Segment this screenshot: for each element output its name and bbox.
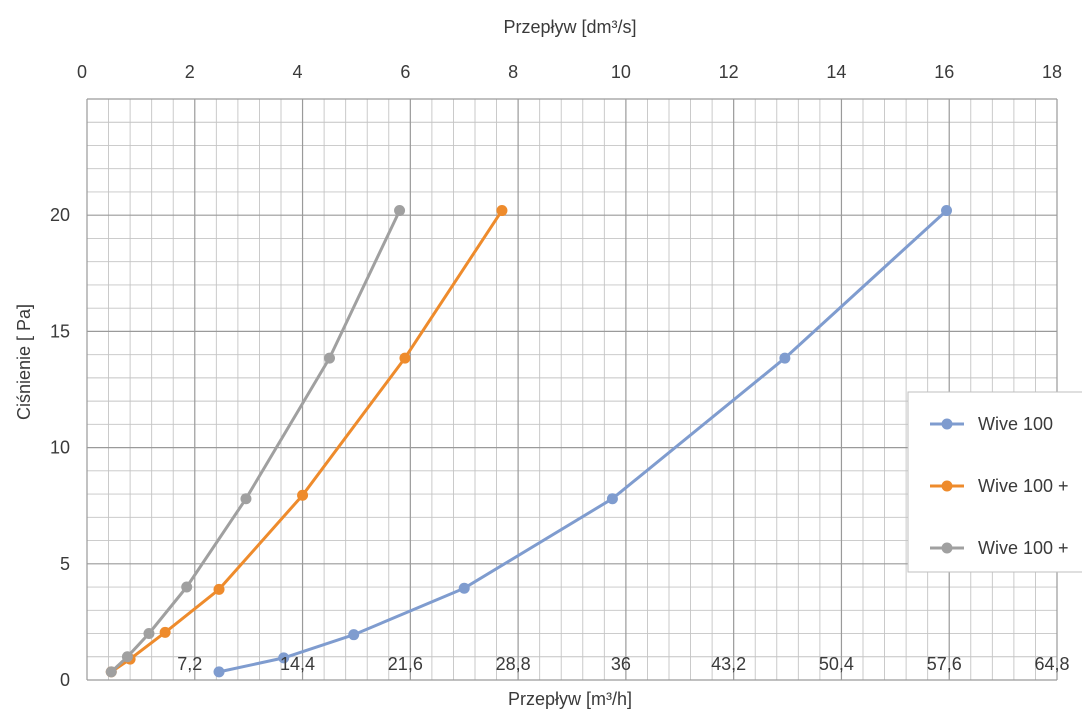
series-point [458, 582, 470, 594]
legend-swatch-marker [941, 542, 953, 554]
y-axis-tick-label: 10 [50, 438, 70, 458]
bottom-axis-tick-label: 36 [611, 654, 631, 674]
bottom-axis-tick-label: 57,6 [927, 654, 962, 674]
legend-box [907, 391, 1082, 573]
y-axis-title: Ciśnienie [ Pa] [14, 304, 34, 420]
major-gridlines [86, 98, 1058, 681]
legend-swatch-marker [941, 480, 953, 492]
legend-entry-label: Wive 100 + [978, 476, 1069, 496]
series-line [109, 209, 504, 674]
series-point [348, 629, 360, 641]
top-axis-tick-label: 12 [719, 62, 739, 82]
series-point [159, 626, 171, 638]
top-axis-tick-label: 6 [400, 62, 410, 82]
series-point [213, 583, 225, 595]
top-axis-tick-label: 2 [185, 62, 195, 82]
series-group [105, 205, 508, 678]
series-point [779, 352, 791, 364]
legend-swatch-marker [941, 418, 953, 430]
bottom-axis-tick-label: 21,6 [388, 654, 423, 674]
series-point [143, 628, 155, 640]
series-point [105, 666, 117, 678]
series-point [496, 205, 508, 217]
series-group [105, 205, 406, 678]
tick-labels: 0 2 4 6 8 10 12 14 16 18 7,2 14,4 21,6 28,8 36 43,2 50,4… [50, 62, 1070, 690]
series-point [121, 651, 133, 663]
y-axis-tick-label: 0 [60, 670, 70, 690]
top-axis-tick-label: 0 [77, 62, 87, 82]
top-axis-tick-label: 4 [293, 62, 303, 82]
minor-gridlines [87, 99, 1057, 680]
top-axis-tick-label: 14 [826, 62, 846, 82]
bottom-axis-title: Przepływ [m³/h] [508, 689, 632, 709]
legend-entry-label: Wive 100 + [978, 538, 1069, 558]
top-axis-tick-label: 18 [1042, 62, 1062, 82]
series-point [213, 666, 225, 678]
top-axis-tick-label: 16 [934, 62, 954, 82]
legend-entries: Wive 100 Wive 100 + Wive 100 + [930, 414, 1069, 558]
top-axis-tick-label: 10 [611, 62, 631, 82]
y-axis-tick-label: 20 [50, 205, 70, 225]
bottom-axis-tick-label: 50,4 [819, 654, 854, 674]
series-point [278, 652, 290, 664]
series-point [181, 581, 193, 593]
top-axis-tick-label: 8 [508, 62, 518, 82]
y-axis-tick-label: 5 [60, 554, 70, 574]
series-line [109, 209, 402, 674]
series-point [606, 493, 618, 505]
series-point [324, 352, 335, 364]
y-axis-tick-label: 15 [50, 321, 70, 341]
bottom-axis-tick-label: 43,2 [711, 654, 746, 674]
legend: Wive 100 Wive 100 + Wive 100 + [907, 391, 1082, 573]
bottom-axis-tick-label: 14,4 [280, 654, 315, 674]
series-group [213, 205, 953, 678]
series-point [240, 493, 252, 505]
series-point [399, 352, 411, 364]
bottom-axis-tick-label: 28,8 [496, 654, 531, 674]
top-axis-title: Przepływ [dm³/s] [503, 17, 636, 37]
legend-entry-label: Wive 100 [978, 414, 1053, 434]
series-point [297, 489, 309, 501]
bottom-axis-tick-label: 7,2 [177, 654, 202, 674]
series-point [941, 205, 953, 217]
series-point [394, 205, 406, 217]
series-layer [105, 205, 953, 678]
bottom-axis-tick-label: 64,8 [1034, 654, 1069, 674]
